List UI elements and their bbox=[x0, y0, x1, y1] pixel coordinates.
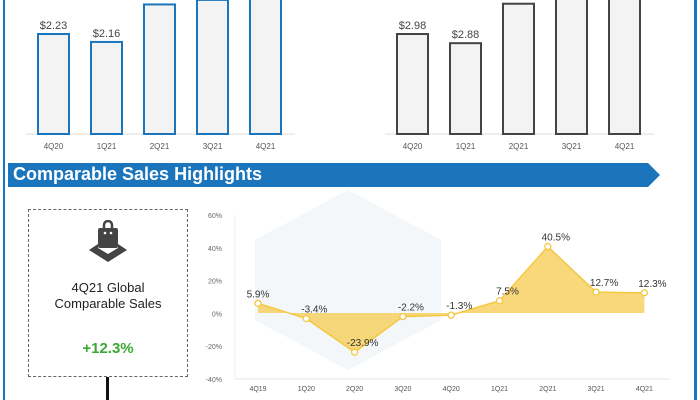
bar bbox=[502, 2, 535, 135]
data-label: -3.4% bbox=[301, 305, 327, 316]
y-tick-label: 20% bbox=[208, 279, 222, 286]
x-tick-label: 4Q21 bbox=[256, 142, 276, 151]
bar-label: $2.16 bbox=[93, 28, 121, 40]
x-tick-label: 3Q21 bbox=[203, 142, 223, 151]
x-tick-label: 3Q21 bbox=[562, 142, 582, 151]
data-label: -1.3% bbox=[446, 301, 472, 312]
data-label: -23.9% bbox=[347, 338, 379, 349]
data-point bbox=[350, 348, 359, 356]
bar-label: $3.31 bbox=[505, 0, 533, 2]
comparable-sales-card: 4Q21 Global Comparable Sales +12.3% bbox=[28, 209, 188, 377]
x-tick-label: 1Q21 bbox=[491, 386, 508, 393]
data-point bbox=[302, 314, 310, 323]
bar-label: $2.88 bbox=[452, 29, 480, 41]
card-title-line1: 4Q21 Global bbox=[71, 280, 145, 295]
data-label: 5.9% bbox=[247, 289, 270, 300]
bar-label: $2.23 bbox=[40, 20, 68, 32]
x-tick-label: 1Q21 bbox=[456, 142, 476, 151]
bar-label: $2.98 bbox=[399, 20, 427, 32]
x-tick-label: 2Q20 bbox=[346, 386, 363, 393]
x-tick-label: 2Q21 bbox=[509, 142, 529, 151]
bar bbox=[143, 3, 176, 136]
y-tick-label: -40% bbox=[206, 377, 222, 384]
y-tick-label: 0% bbox=[212, 311, 222, 318]
frame-border-right bbox=[694, 0, 697, 400]
y-tick-label: 60% bbox=[208, 213, 222, 220]
watermark-logo bbox=[255, 190, 441, 370]
data-point bbox=[399, 312, 407, 321]
data-label: 12.3% bbox=[638, 279, 666, 290]
x-tick-label: 1Q21 bbox=[97, 142, 117, 151]
data-point bbox=[447, 311, 455, 319]
x-tick-label: 4Q20 bbox=[44, 142, 64, 151]
bar bbox=[249, 0, 282, 136]
bar bbox=[196, 0, 229, 136]
x-tick-label: 1Q20 bbox=[298, 386, 315, 393]
x-tick-label: 2Q21 bbox=[150, 142, 170, 151]
x-tick-label: 4Q20 bbox=[403, 142, 423, 151]
data-label: -2.2% bbox=[398, 303, 424, 314]
bar bbox=[90, 40, 123, 135]
section-header: Comparable Sales Highlights bbox=[8, 163, 660, 187]
area-fill bbox=[258, 246, 645, 353]
connector-line bbox=[106, 377, 109, 400]
data-label: 7.5% bbox=[496, 287, 519, 298]
card-title-line2: Comparable Sales bbox=[54, 296, 162, 311]
x-tick-label: 4Q21 bbox=[636, 386, 653, 393]
data-label: 40.5% bbox=[542, 233, 570, 244]
frame-border-left bbox=[3, 0, 5, 400]
x-tick-label: 3Q21 bbox=[588, 386, 605, 393]
x-tick-label: 4Q20 bbox=[443, 386, 460, 393]
data-label: 12.7% bbox=[590, 278, 618, 289]
section-title: Comparable Sales Highlights bbox=[13, 164, 263, 184]
data-point bbox=[592, 288, 600, 296]
x-tick-label: 4Q19 bbox=[249, 386, 266, 393]
x-tick-label: 2Q21 bbox=[539, 386, 556, 393]
x-tick-label: 4Q21 bbox=[615, 142, 635, 151]
y-tick-label: -20% bbox=[206, 344, 222, 351]
x-tick-label: 3Q20 bbox=[394, 386, 411, 393]
data-point bbox=[254, 299, 262, 307]
bar bbox=[37, 33, 70, 135]
data-point bbox=[495, 297, 504, 305]
bar bbox=[449, 42, 482, 136]
shopping-bag-icon bbox=[89, 220, 127, 262]
data-point bbox=[544, 242, 552, 251]
bar bbox=[608, 0, 641, 135]
bar bbox=[396, 33, 429, 135]
y-tick-label: 40% bbox=[208, 246, 222, 253]
bar bbox=[555, 0, 588, 136]
data-point bbox=[640, 289, 649, 297]
card-value: +12.3% bbox=[82, 340, 134, 357]
